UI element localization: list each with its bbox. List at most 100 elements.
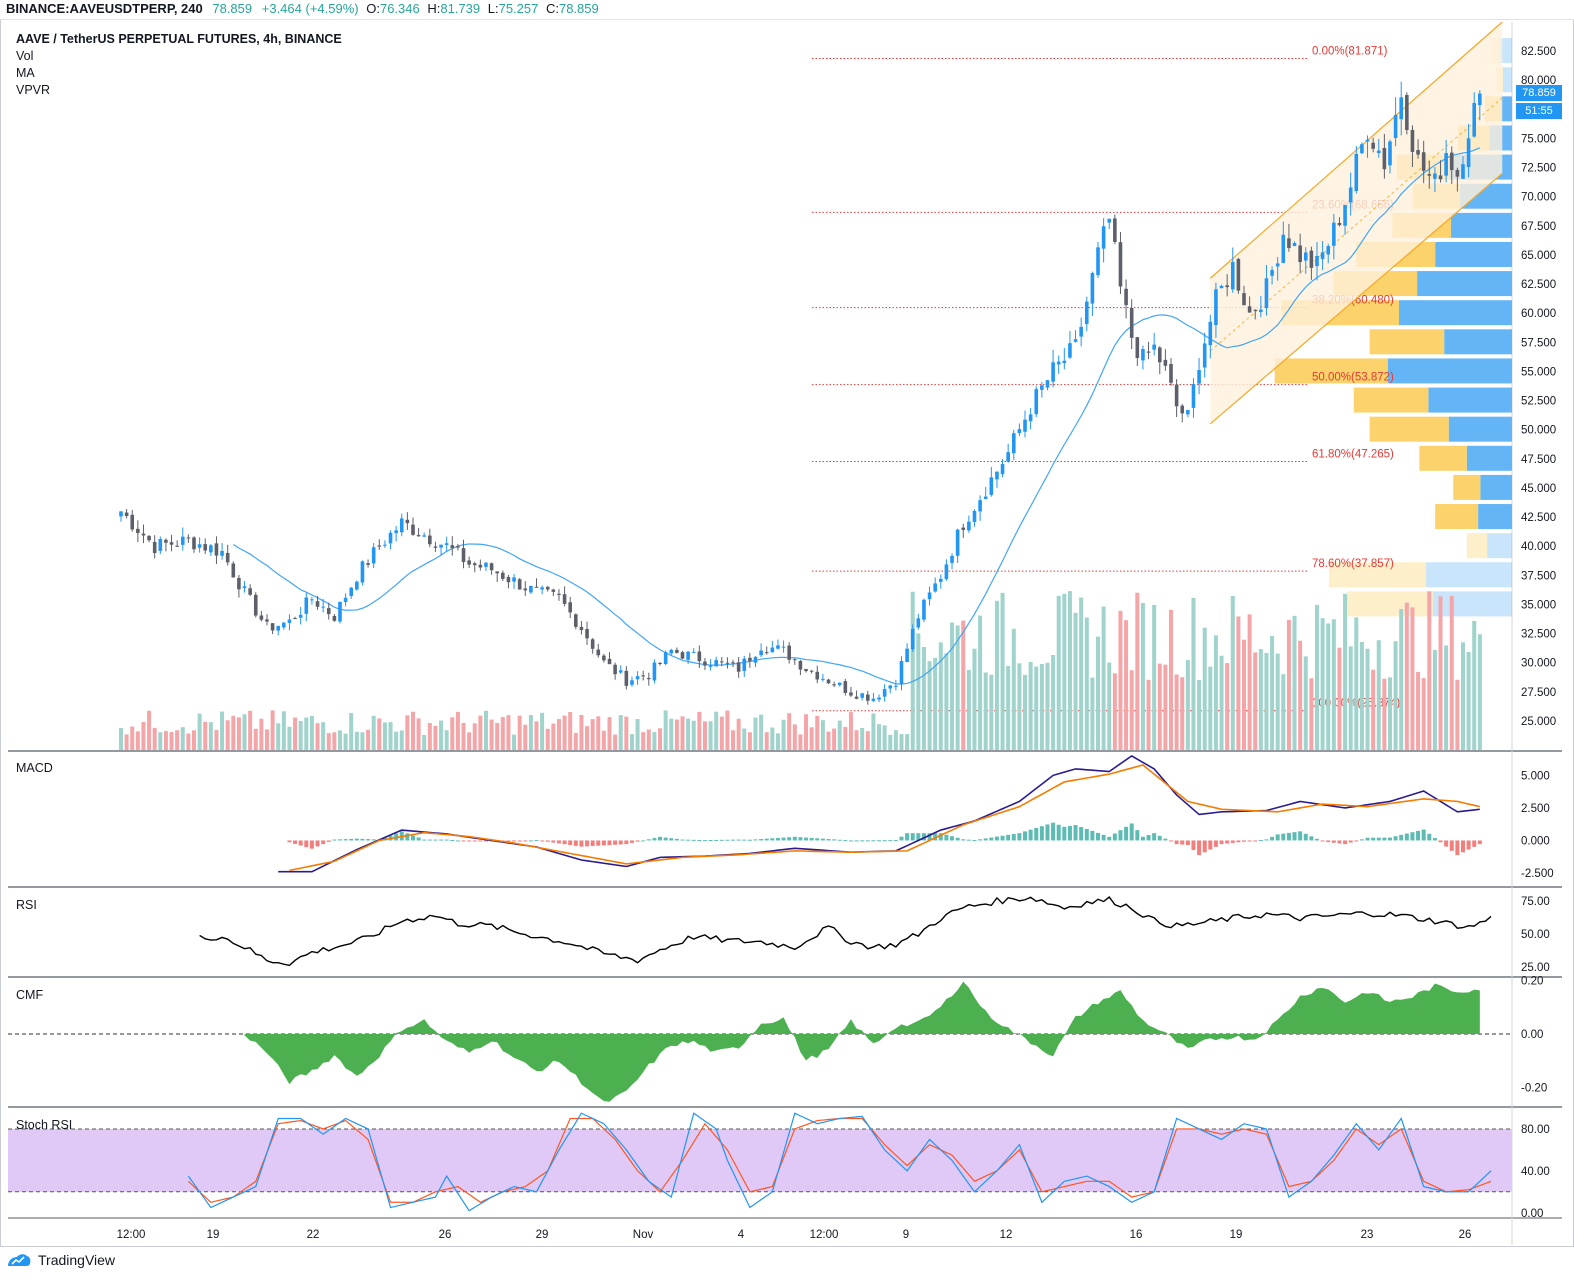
- tradingview-logo[interactable]: TradingView: [6, 1252, 115, 1268]
- candle-body: [607, 658, 612, 665]
- volume-bar: [1393, 641, 1398, 750]
- candle-body: [843, 681, 848, 693]
- bar-countdown-tag: 51:55: [1516, 103, 1562, 119]
- candle-body: [590, 639, 595, 649]
- candle-body: [860, 693, 864, 698]
- candle-body: [220, 551, 224, 556]
- candle-body: [456, 546, 460, 548]
- macd-line: [278, 754, 1480, 873]
- volume-bar: [439, 720, 444, 750]
- volume-bar: [691, 720, 696, 750]
- volume-bar: [731, 730, 736, 750]
- volume-bar: [809, 727, 814, 750]
- high-value: 81.739: [440, 1, 481, 16]
- volume-bar: [399, 730, 404, 750]
- volume-bar: [130, 726, 135, 750]
- candle-body: [1146, 351, 1151, 353]
- macd-histogram-bar: [787, 837, 792, 841]
- volume-bar: [242, 714, 247, 750]
- macd-histogram-bar: [467, 840, 472, 842]
- volume-bar: [1359, 641, 1364, 750]
- chart-legend[interactable]: AAVE / TetherUS PERPETUAL FUTURES, 4h, B…: [16, 31, 342, 99]
- macd-histogram-bar: [551, 840, 556, 843]
- volume-bar: [1129, 670, 1134, 750]
- price-axis-tick: 30.000: [1521, 658, 1556, 670]
- volume-profile-row-up: [1435, 504, 1479, 530]
- symbol-name[interactable]: BINANCE:AAVEUSDTPERP, 240: [6, 1, 203, 16]
- symbol-header[interactable]: BINANCE:AAVEUSDTPERP, 240 78.859 +3.464 …: [0, 0, 1574, 20]
- candle-body: [675, 649, 679, 653]
- macd-histogram-bar: [512, 840, 517, 842]
- volume-profile-row-up: [1328, 562, 1427, 588]
- time-axis-tick: 26: [439, 1229, 452, 1241]
- volume-bar: [1371, 669, 1376, 750]
- candle-body: [197, 544, 202, 548]
- macd-histogram-bar: [1079, 826, 1084, 841]
- candle-body: [203, 544, 208, 551]
- candle-body: [972, 510, 977, 522]
- macd-histogram-bar: [371, 839, 376, 841]
- volume-bar: [551, 723, 556, 750]
- volume-bar: [1314, 604, 1319, 750]
- volume-bar: [1140, 603, 1145, 750]
- macd-histogram-bar: [1112, 833, 1117, 841]
- stoch-axis-tick: 40.00: [1521, 1166, 1550, 1178]
- candle-body: [1101, 226, 1106, 249]
- macd-histogram-bar: [1096, 832, 1101, 841]
- macd-histogram-bar: [1477, 840, 1482, 845]
- candle-body: [602, 655, 606, 661]
- candle-body: [1309, 250, 1314, 268]
- macd-histogram-bar: [680, 839, 685, 841]
- candle-body: [282, 622, 286, 628]
- price-change: +3.464 (+4.59%): [261, 1, 359, 16]
- volume-profile-row-down: [1466, 445, 1512, 471]
- candle-body: [1090, 273, 1095, 304]
- moving-average-line: [232, 147, 1481, 685]
- macd-histogram-bar: [1242, 840, 1246, 842]
- volume-bar: [371, 715, 376, 750]
- candle-body: [1096, 247, 1100, 276]
- macd-histogram-bar: [753, 839, 758, 841]
- volume-bar: [804, 714, 809, 750]
- candle-body: [164, 539, 168, 543]
- macd-histogram-bar: [893, 840, 898, 842]
- candle-body: [130, 514, 135, 530]
- price-axis-tick: 32.500: [1521, 629, 1556, 641]
- open-value: 76.346: [379, 1, 420, 16]
- volume-bar: [562, 715, 567, 750]
- cmf-axis-tick: 0.20: [1521, 976, 1543, 988]
- volume-profile-row-down: [1487, 533, 1512, 559]
- macd-histogram-bar: [304, 840, 309, 848]
- macd-histogram-bar: [775, 837, 780, 841]
- tradingview-icon: [8, 1254, 31, 1266]
- candle-body: [394, 530, 398, 534]
- volume-bar: [1303, 656, 1308, 750]
- candle-body: [225, 552, 230, 563]
- macd-histogram-bar: [624, 840, 629, 845]
- candle-body: [310, 599, 314, 601]
- macd-histogram-bar: [658, 836, 663, 841]
- volume-bar: [916, 633, 921, 750]
- legend-item-vpvr[interactable]: VPVR: [16, 83, 51, 97]
- legend-item-ma[interactable]: MA: [16, 66, 35, 80]
- candle-body: [1472, 102, 1477, 137]
- volume-bar: [1286, 619, 1291, 750]
- legend-item-vol[interactable]: Vol: [16, 49, 34, 63]
- time-axis-tick: 12: [1000, 1229, 1013, 1241]
- macd-histogram-bar: [1416, 830, 1421, 841]
- macd-histogram-bar: [517, 840, 522, 842]
- volume-bar: [837, 720, 842, 750]
- macd-histogram-bar: [747, 839, 752, 841]
- price-axis-tick: 52.500: [1521, 396, 1556, 408]
- volume-bar: [1124, 620, 1129, 750]
- volume-bar: [1006, 665, 1011, 750]
- macd-histogram-bar: [725, 839, 730, 841]
- macd-histogram-bar: [1017, 833, 1022, 841]
- cmf-axis-tick: -0.20: [1521, 1082, 1547, 1094]
- macd-histogram-bar: [1230, 840, 1235, 843]
- volume-bar: [1320, 618, 1325, 750]
- volume-bar: [1107, 662, 1112, 750]
- price-axis-tick: 75.000: [1521, 133, 1556, 145]
- macd-histogram-bar: [1399, 834, 1404, 841]
